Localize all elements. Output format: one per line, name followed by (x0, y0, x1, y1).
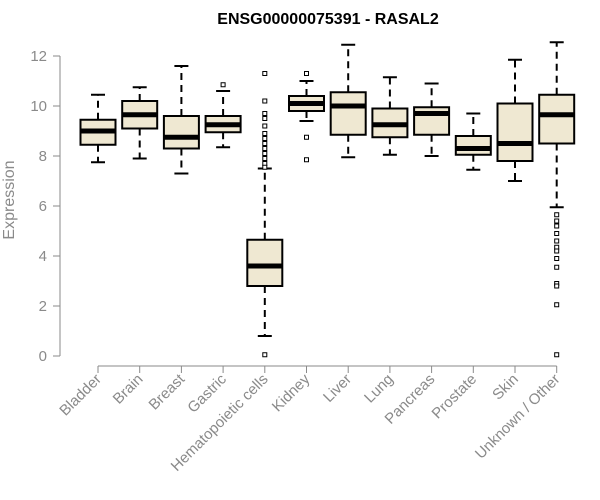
category-label: Skin (489, 371, 522, 404)
y-tick-label: 4 (39, 248, 47, 265)
y-tick-label: 0 (39, 348, 47, 365)
category-label: Liver (320, 371, 355, 406)
outlier-point (262, 156, 268, 161)
category-label: Lung (361, 371, 397, 407)
box-series (79, 41, 576, 358)
outlier-point (262, 131, 268, 136)
outlier-point (262, 71, 268, 76)
y-tick-label: 8 (39, 148, 47, 165)
outlier-point (554, 212, 560, 218)
outlier-point (554, 352, 560, 358)
y-axis-label: Expression (1, 160, 18, 239)
outlier-point (262, 151, 268, 156)
outlier-point (304, 134, 309, 140)
outlier-point (262, 123, 268, 129)
outlier-point (262, 136, 268, 141)
outlier-point (262, 111, 268, 116)
outlier-point (304, 71, 309, 76)
outlier-point (554, 218, 560, 224)
box-kidney (288, 71, 325, 163)
outlier-point (262, 164, 268, 170)
iqr-box (496, 102, 534, 162)
box-unknown-other (538, 41, 576, 358)
outlier-point (262, 352, 268, 358)
chart-title: ENSG00000075391 - RASAL2 (217, 11, 439, 28)
outlier-point (554, 223, 560, 229)
iqr-box (246, 238, 284, 287)
box-brain (121, 86, 159, 160)
category-label: Bladder (56, 371, 105, 420)
outlier-point (554, 231, 560, 236)
category-label: Kidney (269, 370, 314, 415)
outlier-point (554, 302, 560, 308)
iqr-box (538, 93, 576, 145)
category-label: Breast (146, 370, 189, 413)
outlier-point (262, 141, 268, 146)
y-tick-label: 6 (39, 198, 47, 215)
outlier-point (554, 238, 560, 244)
outlier-point (262, 146, 268, 151)
outlier-point (262, 116, 268, 121)
box-breast (162, 65, 200, 175)
outlier-point (262, 98, 268, 104)
y-tick-label: 2 (39, 298, 47, 315)
category-label: Brain (110, 371, 147, 408)
box-pancreas (413, 82, 451, 157)
box-lung (371, 76, 409, 156)
y-axis: 0 2 4 6 8 10 12 (30, 48, 61, 365)
outlier-point (554, 256, 560, 261)
outlier-point (554, 283, 560, 289)
outlier-point (304, 157, 309, 163)
box-bladder (79, 93, 117, 164)
outlier-point (554, 248, 560, 254)
box-liver (329, 43, 367, 159)
category-label: Prostate (429, 371, 481, 423)
outlier-point (220, 82, 226, 88)
y-tick-label: 12 (30, 48, 47, 65)
box-prostate (454, 112, 492, 171)
box-skin (496, 58, 534, 182)
iqr-box (162, 115, 200, 150)
y-tick-label: 10 (30, 98, 47, 115)
iqr-box (329, 91, 367, 136)
iqr-box (454, 135, 492, 156)
outlier-point (554, 264, 560, 270)
box-gastric (204, 82, 242, 149)
box-hematopoietic-cells (246, 71, 284, 358)
